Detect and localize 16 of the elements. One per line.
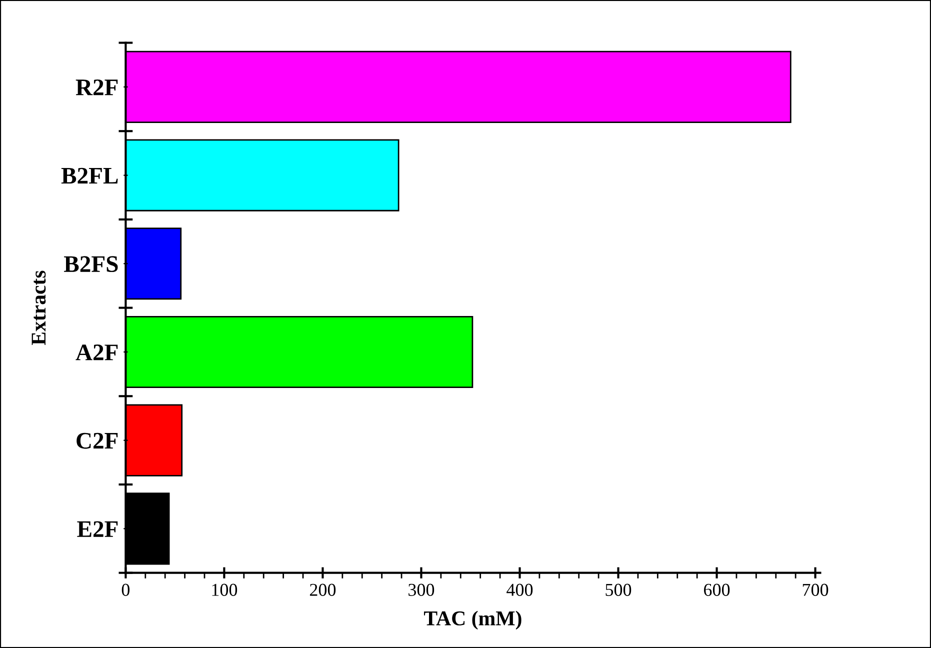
x-tick-label: 700 bbox=[802, 584, 828, 596]
y-tick-label: A2F bbox=[76, 344, 118, 360]
x-tick-label: 400 bbox=[506, 584, 533, 596]
y-tick-label: B2FL bbox=[61, 168, 118, 184]
x-tick-label: 100 bbox=[212, 584, 238, 596]
y-tick-label: B2FS bbox=[64, 256, 118, 272]
x-tick-label: 600 bbox=[704, 584, 730, 596]
x-axis-title: TAC (mM) bbox=[424, 610, 522, 630]
x-tick-label: 0 bbox=[122, 584, 130, 596]
y-axis-title: Extracts bbox=[32, 270, 46, 346]
x-tick-label: 500 bbox=[606, 584, 632, 596]
y-tick-label: E2F bbox=[77, 521, 118, 537]
y-tick-label: R2F bbox=[76, 79, 118, 96]
y-tick-label: C2F bbox=[76, 432, 118, 449]
x-tick-label: 200 bbox=[310, 584, 336, 596]
x-tick-label: 300 bbox=[408, 584, 434, 596]
